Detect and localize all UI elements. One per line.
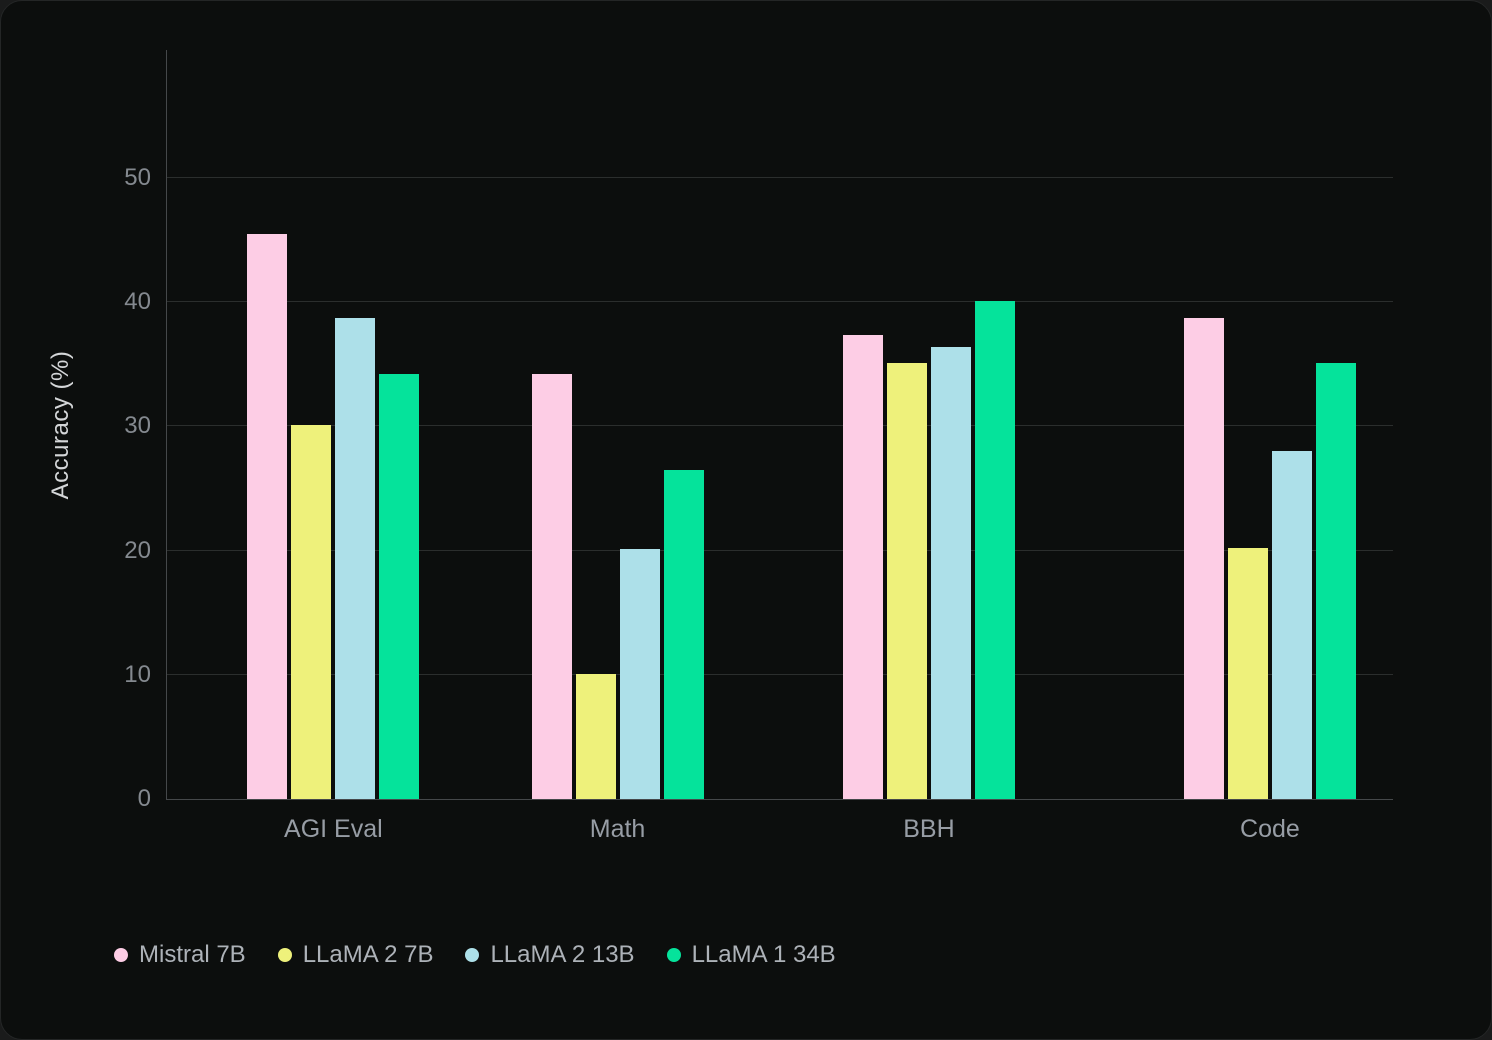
y-tick-label-20: 20 bbox=[124, 536, 151, 564]
bar-llama-1-34b-bbh bbox=[974, 301, 1015, 799]
x-axis-label-math: Math bbox=[589, 815, 646, 843]
y-tick-label-30: 30 bbox=[124, 412, 151, 440]
legend-dot-icon bbox=[277, 948, 292, 962]
gridline-40 bbox=[167, 301, 1393, 303]
bar-llama-2-13b-agi-eval bbox=[335, 318, 376, 799]
bar-llama-2-7b-math bbox=[575, 673, 616, 799]
legend-dot-icon bbox=[666, 948, 681, 962]
legend-label: LLaMA 1 34B bbox=[691, 941, 836, 968]
bar-llama-2-13b-code bbox=[1271, 451, 1312, 799]
legend-item-mistral-7b: Mistral 7B bbox=[114, 941, 246, 969]
bar-llama-1-34b-code bbox=[1315, 363, 1356, 799]
legend-item-llama-2-13b: LLaMA 2 13B bbox=[465, 941, 635, 969]
legend-item-llama-1-34b: LLaMA 1 34B bbox=[666, 941, 836, 969]
plot-area: Accuracy (%) 0 10 20 30 40 50 AGI Eval Math BBH… bbox=[47, 50, 1393, 843]
bar-group-math bbox=[531, 374, 704, 799]
y-tick-label-40: 40 bbox=[124, 288, 151, 316]
bar-llama-1-34b-agi-eval bbox=[379, 374, 420, 799]
legend-label: LLaMA 2 13B bbox=[490, 941, 635, 968]
x-axis-label-agi-eval: AGI Eval bbox=[284, 815, 383, 843]
bar-llama-2-13b-math bbox=[619, 549, 660, 799]
bar-llama-2-7b-code bbox=[1227, 548, 1268, 799]
gridline-50 bbox=[167, 177, 1393, 179]
gridline-30 bbox=[167, 425, 1393, 427]
legend: Mistral 7B LLaMA 2 7B LLaMA 2 13B LLaMA 1 3… bbox=[114, 939, 836, 971]
bar-mistral-7b-math bbox=[531, 374, 572, 799]
bar-mistral-7b-bbh bbox=[842, 334, 883, 799]
bar-group-bbh bbox=[842, 301, 1015, 799]
y-axis-title: Accuracy (%) bbox=[47, 350, 74, 499]
legend-dot-icon bbox=[465, 948, 480, 962]
y-tick-label-50: 50 bbox=[124, 164, 151, 192]
bar-mistral-7b-code bbox=[1183, 318, 1224, 799]
bar-group-code bbox=[1183, 318, 1356, 799]
y-tick-label-10: 10 bbox=[124, 660, 151, 688]
bar-mistral-7b-agi-eval bbox=[247, 234, 288, 799]
x-axis-label-bbh: BBH bbox=[903, 815, 955, 843]
y-tick-label-0: 0 bbox=[137, 785, 151, 812]
gridline-10 bbox=[167, 673, 1393, 675]
gridline-20 bbox=[167, 549, 1393, 551]
bar-group-agi-eval bbox=[247, 234, 420, 799]
bar-llama-2-7b-agi-eval bbox=[291, 425, 332, 799]
legend-label: LLaMA 2 7B bbox=[302, 941, 434, 968]
bar-llama-2-13b-bbh bbox=[930, 347, 971, 799]
bar-llama-1-34b-math bbox=[663, 469, 704, 799]
legend-item-llama-2-7b: LLaMA 2 7B bbox=[277, 941, 434, 969]
x-axis-label-code: Code bbox=[1240, 815, 1300, 843]
legend-label: Mistral 7B bbox=[139, 941, 246, 968]
legend-dot-icon bbox=[114, 948, 128, 962]
bar-llama-2-7b-bbh bbox=[886, 363, 927, 799]
